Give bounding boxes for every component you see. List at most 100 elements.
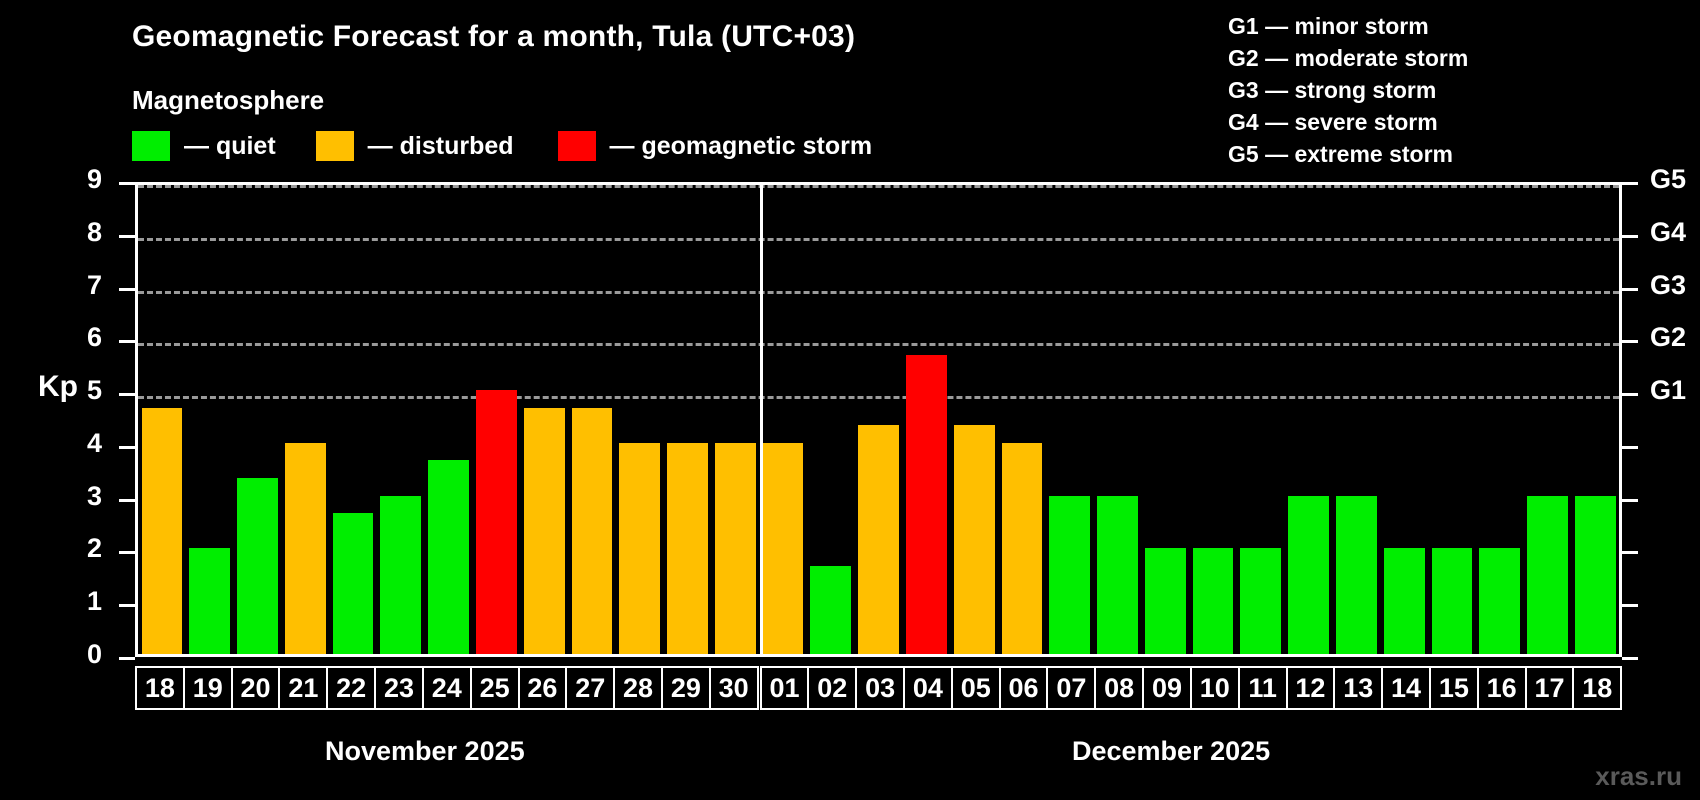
bar-21-disturbed[interactable] [284,442,326,654]
bar-cell[interactable] [1428,185,1476,654]
bar-27-disturbed[interactable] [571,407,613,654]
bar-14-quiet[interactable] [1383,548,1425,654]
day-label-nov-21[interactable]: 21 [278,666,329,710]
day-label-dec-11[interactable]: 11 [1237,666,1288,710]
bar-cell[interactable] [329,185,377,654]
bar-cell[interactable] [616,185,664,654]
day-label-dec-18[interactable]: 18 [1572,666,1623,710]
bar-30-disturbed[interactable] [714,442,756,654]
bar-18-quiet[interactable] [1574,495,1616,654]
bar-10-quiet[interactable] [1192,548,1234,654]
bar-cell[interactable] [1094,185,1142,654]
bar-cell[interactable] [1571,185,1619,654]
bar-cell[interactable] [903,185,951,654]
bar-cell[interactable] [711,185,759,654]
bar-cell[interactable] [855,185,903,654]
bar-25-storm[interactable] [475,390,517,654]
bar-cell[interactable] [1380,185,1428,654]
bar-cell[interactable] [425,185,473,654]
bar-06-disturbed[interactable] [1001,442,1043,654]
bar-cell[interactable] [186,185,234,654]
y-axis-title: Kp [38,370,78,403]
day-label-dec-03[interactable]: 03 [855,666,905,710]
bar-29-disturbed[interactable] [667,442,708,654]
bar-20-quiet[interactable] [237,478,278,654]
month-label-november: November 2025 [325,736,525,766]
bar-11-quiet[interactable] [1240,548,1282,654]
bar-22-quiet[interactable] [332,513,374,654]
bar-18-disturbed[interactable] [141,407,183,654]
day-label-dec-16[interactable]: 16 [1476,666,1527,710]
day-label-nov-24[interactable]: 24 [421,666,472,710]
bar-12-quiet[interactable] [1288,495,1330,654]
bar-cell[interactable] [807,185,855,654]
bar-cell[interactable] [1285,185,1333,654]
bar-cell[interactable] [1046,185,1094,654]
bar-cell[interactable] [950,185,998,654]
y-tick-3 [119,498,135,502]
day-label-nov-30[interactable]: 30 [708,666,759,710]
day-label-dec-10[interactable]: 10 [1189,666,1240,710]
day-label-dec-07[interactable]: 07 [1046,666,1097,710]
bar-26-disturbed[interactable] [523,407,565,654]
day-label-dec-04[interactable]: 04 [903,666,953,710]
bar-16-quiet[interactable] [1479,548,1521,654]
bar-08-quiet[interactable] [1097,495,1138,654]
bar-24-quiet[interactable] [428,460,469,654]
day-label-dec-14[interactable]: 14 [1381,666,1431,710]
day-label-dec-15[interactable]: 15 [1428,666,1479,710]
day-label-dec-09[interactable]: 09 [1142,666,1192,710]
bar-series [138,185,1619,654]
day-label-dec-02[interactable]: 02 [807,666,858,710]
day-label-dec-06[interactable]: 06 [998,666,1049,710]
day-label-nov-22[interactable]: 22 [326,666,377,710]
day-label-nov-26[interactable]: 26 [517,666,568,710]
bar-23-quiet[interactable] [380,495,422,654]
bar-cell[interactable] [472,185,520,654]
bar-09-quiet[interactable] [1144,548,1186,654]
bar-cell[interactable] [281,185,329,654]
bar-cell[interactable] [1141,185,1189,654]
day-label-nov-29[interactable]: 29 [660,666,711,710]
day-label-dec-01[interactable]: 01 [759,666,810,710]
bar-07-quiet[interactable] [1049,495,1091,654]
bar-cell[interactable] [138,185,186,654]
g-tick-label-G1: G1 [1650,375,1687,406]
day-label-nov-27[interactable]: 27 [565,666,616,710]
bar-cell[interactable] [1189,185,1237,654]
day-label-nov-19[interactable]: 19 [182,666,233,710]
bar-cell[interactable] [520,185,568,654]
day-label-nov-18[interactable]: 18 [135,666,185,710]
bar-cell[interactable] [377,185,425,654]
bar-05-disturbed[interactable] [953,425,995,654]
bar-15-quiet[interactable] [1431,548,1473,654]
bar-13-quiet[interactable] [1336,495,1377,654]
bar-cell[interactable] [568,185,616,654]
day-label-nov-23[interactable]: 23 [374,666,424,710]
day-label-nov-20[interactable]: 20 [230,666,281,710]
bar-cell[interactable] [1476,185,1524,654]
bar-cell[interactable] [759,185,807,654]
day-label-dec-05[interactable]: 05 [950,666,1001,710]
g-scale-g2: G2 — moderate storm [1228,45,1469,71]
bar-02-quiet[interactable] [810,565,852,654]
day-label-dec-08[interactable]: 08 [1094,666,1145,710]
bar-19-quiet[interactable] [189,548,231,654]
bar-04-storm[interactable] [906,354,947,654]
day-label-dec-17[interactable]: 17 [1524,666,1575,710]
bar-17-quiet[interactable] [1527,495,1568,654]
bar-03-disturbed[interactable] [858,425,899,654]
bar-cell[interactable] [998,185,1046,654]
bar-cell[interactable] [234,185,282,654]
bar-01-disturbed[interactable] [762,442,804,654]
bar-cell[interactable] [1333,185,1381,654]
bar-28-disturbed[interactable] [619,442,661,654]
bar-cell[interactable] [1524,185,1572,654]
day-label-nov-25[interactable]: 25 [469,666,520,710]
day-label-dec-13[interactable]: 13 [1333,666,1384,710]
y-tick-1 [119,604,135,608]
day-label-nov-28[interactable]: 28 [613,666,663,710]
bar-cell[interactable] [664,185,712,654]
day-label-dec-12[interactable]: 12 [1285,666,1336,710]
bar-cell[interactable] [1237,185,1285,654]
